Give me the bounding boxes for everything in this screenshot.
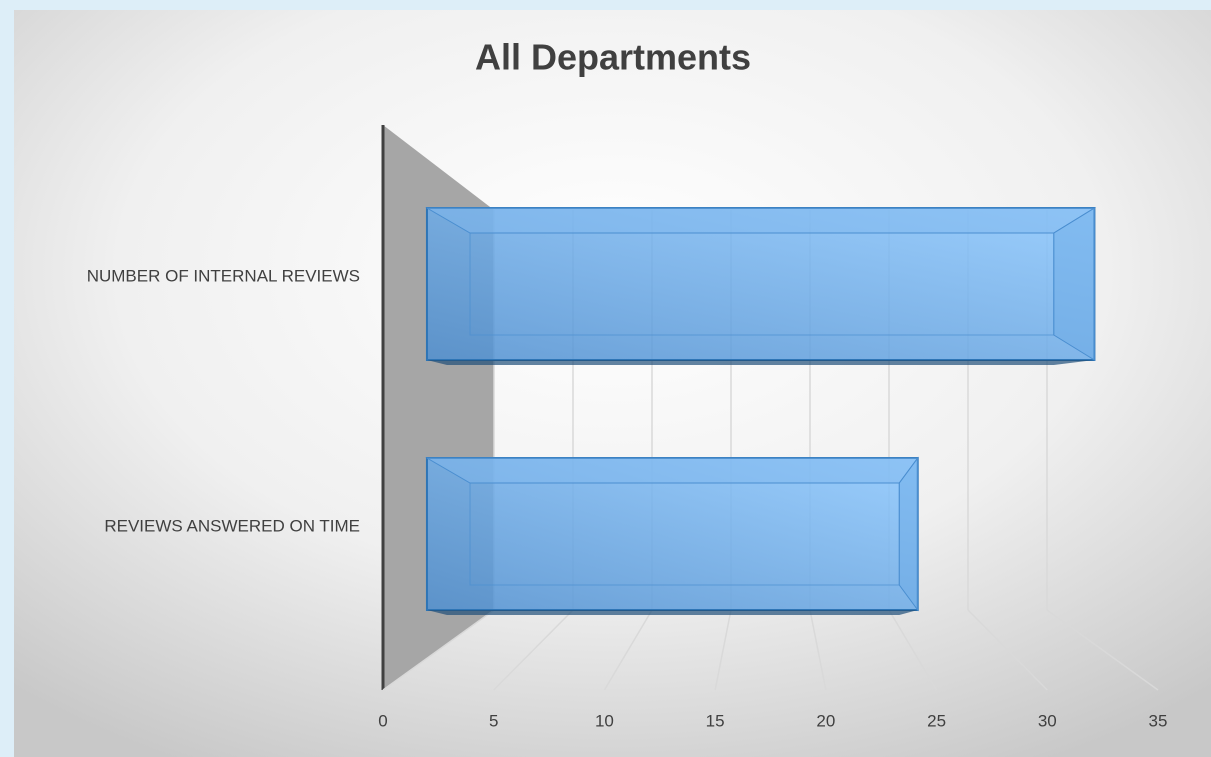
floor-line: [1046, 609, 1159, 691]
bar-face: [426, 360, 1095, 365]
bar-face: [1053, 207, 1095, 361]
floor-line: [493, 609, 574, 691]
chart-area: [14, 10, 1211, 757]
floor-line: [714, 609, 732, 691]
chart-title: All Departments: [475, 37, 751, 78]
bar-face: [898, 456, 919, 612]
bar: [425, 207, 1097, 365]
bar-face: [426, 610, 918, 615]
floor-line: [967, 609, 1048, 691]
x-tick-label: 5: [489, 711, 498, 730]
x-tick-label: 15: [706, 711, 725, 730]
bar-face: [425, 207, 1097, 234]
x-tick-label: 10: [595, 711, 614, 730]
x-tick-label: 30: [1038, 711, 1057, 730]
bar-face: [425, 457, 919, 484]
x-tick-label: 20: [816, 711, 835, 730]
y-tick-label: NUMBER OF INTERNAL REVIEWS: [87, 266, 360, 285]
y-tick-label: REVIEWS ANSWERED ON TIME: [104, 516, 360, 535]
x-tick-label: 35: [1149, 711, 1168, 730]
floor-line: [382, 609, 495, 691]
floor-line: [603, 609, 653, 691]
x-tick-label: 0: [378, 711, 387, 730]
floor-line: [809, 609, 827, 691]
x-tick-label: 25: [927, 711, 946, 730]
floor-line: [888, 609, 938, 691]
bar: [425, 456, 919, 615]
